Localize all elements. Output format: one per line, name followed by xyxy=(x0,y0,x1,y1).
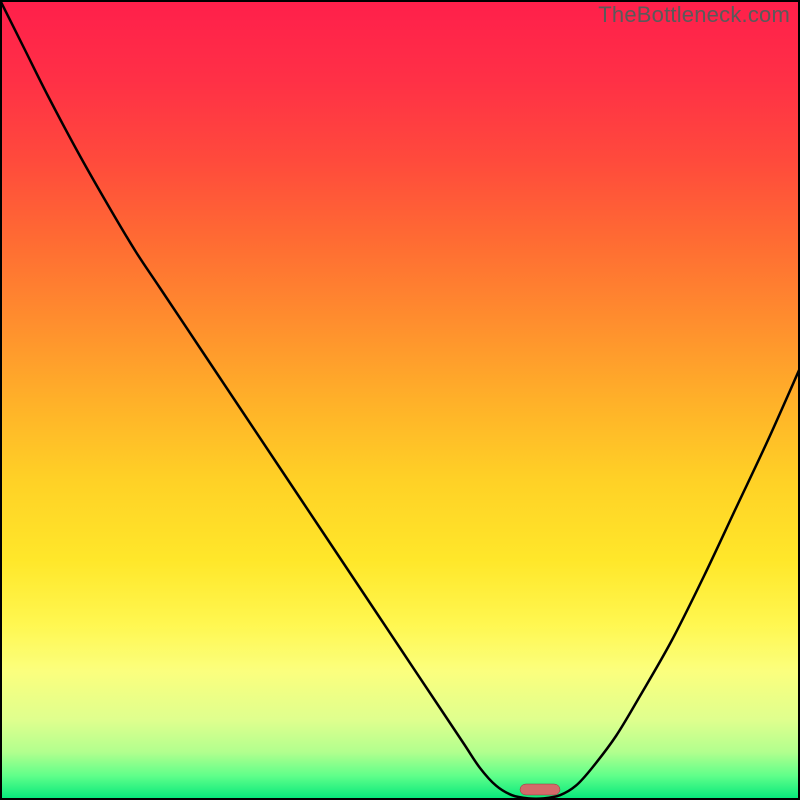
chart-svg xyxy=(0,0,800,800)
chart-background xyxy=(0,0,800,800)
optimum-marker xyxy=(520,784,560,795)
watermark-text: TheBottleneck.com xyxy=(598,2,790,28)
bottleneck-chart: TheBottleneck.com xyxy=(0,0,800,800)
